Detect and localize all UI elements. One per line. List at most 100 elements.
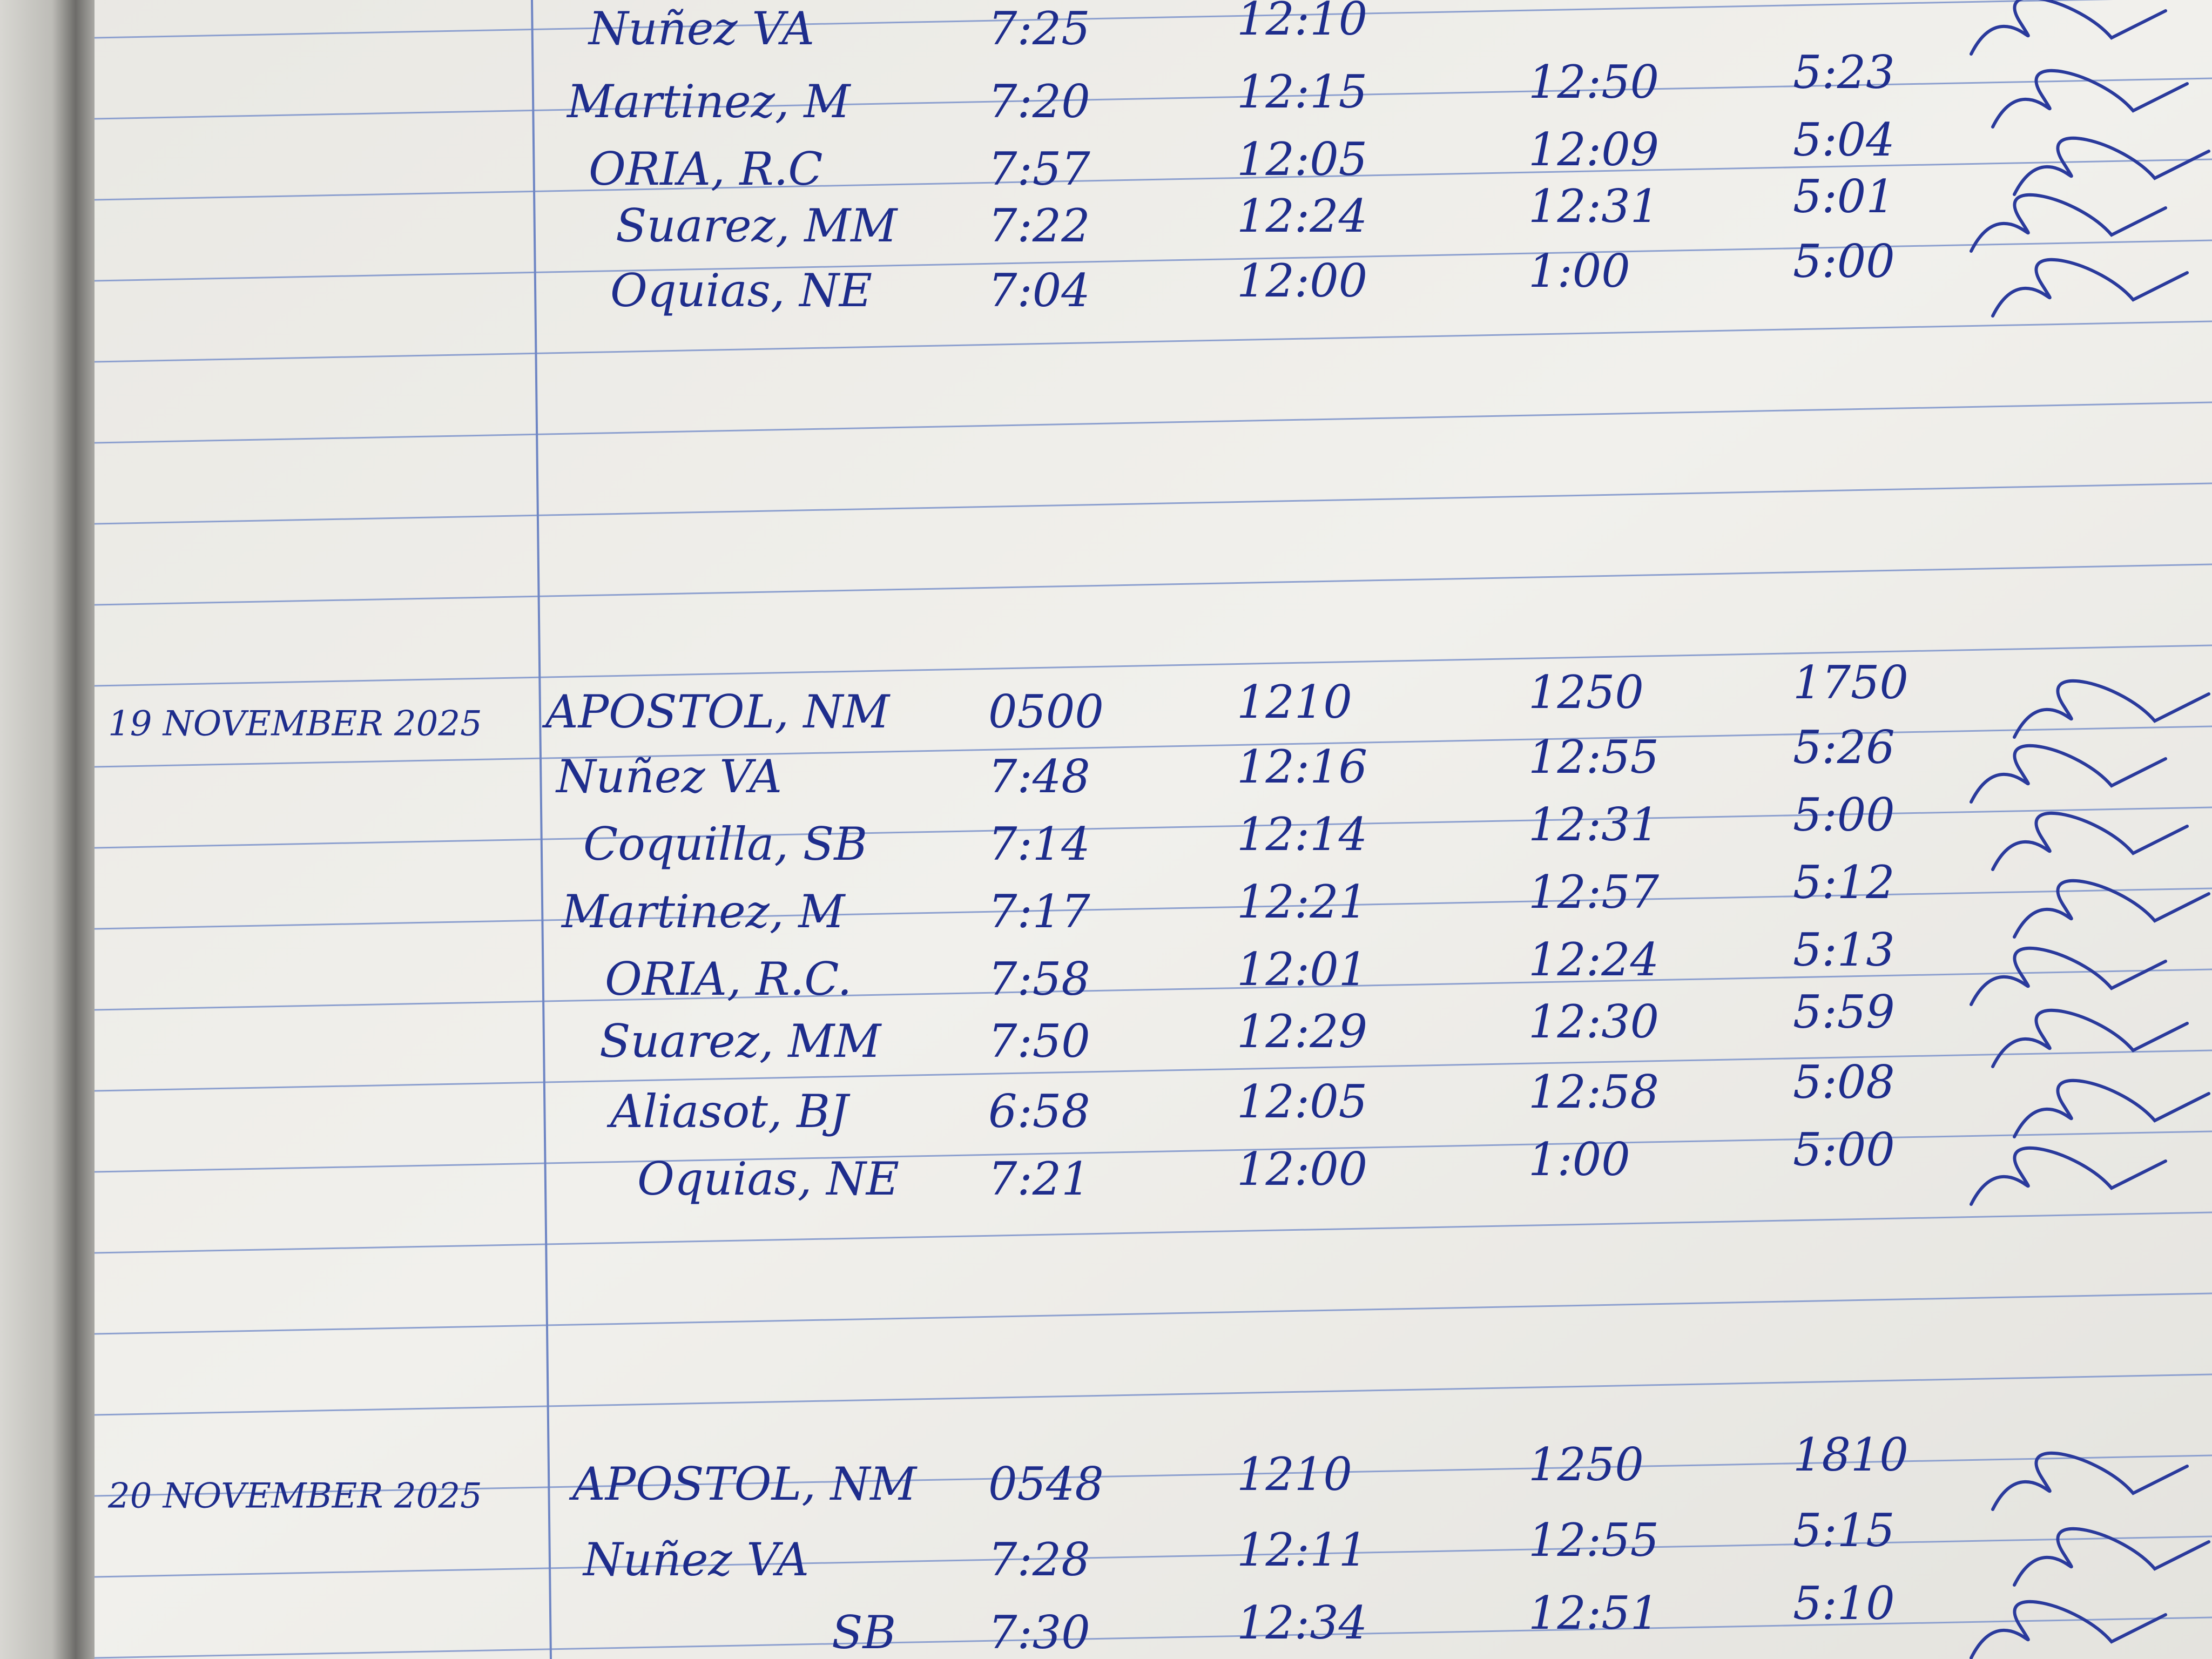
- employee-name: Oquias, NE: [610, 264, 872, 317]
- ruled-line: [94, 1373, 2212, 1416]
- ruled-line: [94, 482, 2212, 525]
- employee-name: Oquias, NE: [637, 1152, 899, 1205]
- time-entry: 5:12: [1793, 856, 1895, 909]
- signature: [1970, 946, 2167, 1006]
- time-entry: 12:57: [1528, 866, 1660, 919]
- time-entry: 7:50: [988, 1015, 1090, 1068]
- time-entry: 7:30: [988, 1606, 1090, 1659]
- time-entry: 5:15: [1793, 1504, 1895, 1557]
- entries: Nuñez VA 7:25 12:10 Martinez, M 7:20 12:15 12:…: [107, 0, 2210, 1659]
- signature: [1991, 69, 2189, 129]
- time-entry: 7:25: [988, 2, 1090, 55]
- time-entry: 7:58: [988, 953, 1090, 1006]
- time-entry: 12:09: [1528, 123, 1659, 176]
- ruled-line: [94, 0, 2114, 39]
- time-entry: 1210: [1237, 676, 1352, 729]
- employee-name: Nuñez VA: [588, 2, 814, 55]
- signature: [1970, 1600, 2167, 1659]
- ruled-line: [94, 968, 2212, 1011]
- time-entry: 12:34: [1237, 1596, 1367, 1649]
- time-entry: 12:00: [1237, 1143, 1367, 1196]
- time-entry: 5:23: [1793, 46, 1895, 99]
- time-entry: 7:20: [988, 75, 1090, 128]
- time-entry: 7:21: [988, 1152, 1090, 1205]
- ruled-line: [94, 1535, 2212, 1578]
- ruled-line: [94, 1292, 2212, 1335]
- time-entry: 7:17: [988, 885, 1090, 938]
- time-entry: 12:29: [1237, 1005, 1367, 1058]
- time-entry: 12:14: [1237, 808, 1367, 861]
- ruled-line: [94, 320, 2212, 363]
- time-entry: 7:28: [988, 1533, 1090, 1586]
- signature: [1991, 811, 2189, 871]
- ruled-lines: [94, 0, 2212, 1659]
- ruled-line: [94, 1454, 2212, 1497]
- time-entry: 12:00: [1237, 254, 1367, 307]
- time-entry: 12:58: [1528, 1065, 1659, 1118]
- margin-line: [531, 0, 552, 1659]
- time-entry: 12:21: [1237, 875, 1367, 928]
- time-entry: 12:15: [1237, 65, 1367, 118]
- time-entry: 5:00: [1793, 235, 1895, 288]
- ruled-line: [94, 1211, 2212, 1254]
- time-entry: 12:50: [1528, 56, 1659, 109]
- ruled-line: [94, 644, 2212, 687]
- time-entry: 1250: [1528, 666, 1644, 719]
- time-entry: 12:51: [1528, 1587, 1659, 1640]
- time-entry: 7:57: [988, 143, 1090, 195]
- time-entry: 5:59: [1793, 986, 1895, 1038]
- time-entry: 12:11: [1237, 1523, 1367, 1576]
- ruled-line: [94, 239, 2212, 282]
- ruled-line: [94, 1130, 2212, 1173]
- employee-name: ORIA, R.C.: [605, 953, 852, 1006]
- time-entry: 5:10: [1793, 1577, 1895, 1630]
- time-entry: 12:31: [1528, 798, 1659, 851]
- employee-name: Suarez, MM: [616, 199, 898, 252]
- ruled-line: [94, 77, 2212, 120]
- ruled-line: [94, 806, 2212, 849]
- time-entry: 1210: [1237, 1448, 1352, 1501]
- ruled-line: [94, 1049, 2212, 1092]
- time-entry: 6:58: [988, 1085, 1090, 1138]
- employee-name: Suarez, MM: [599, 1015, 882, 1068]
- time-entry: 12:24: [1237, 190, 1367, 242]
- time-entry: 5:00: [1793, 788, 1895, 841]
- ruled-line: [94, 1616, 2212, 1659]
- signature: [2013, 679, 2210, 739]
- signature: [1991, 1451, 2189, 1511]
- time-entry: 12:55: [1528, 731, 1659, 784]
- employee-name: Nuñez VA: [555, 750, 782, 803]
- time-entry: 5:13: [1793, 923, 1895, 976]
- time-entry: 12:24: [1528, 933, 1659, 986]
- binding: [0, 0, 95, 1659]
- employee-name: SB: [832, 1606, 896, 1659]
- employee-name: Martinez, M: [561, 885, 846, 938]
- employee-name: Coquilla, SB: [583, 818, 867, 871]
- ruled-line: [94, 725, 2212, 768]
- time-entry: 7:48: [988, 750, 1090, 803]
- time-entry: 7:04: [988, 264, 1090, 317]
- time-entry: 1:00: [1528, 1133, 1630, 1186]
- time-entry: 12:55: [1528, 1514, 1659, 1567]
- time-entry: 5:26: [1793, 721, 1895, 774]
- signature: [1970, 0, 2167, 56]
- time-entry: 0500: [988, 685, 1104, 738]
- employee-name: Nuñez VA: [582, 1533, 809, 1586]
- time-entry: 7:14: [988, 818, 1090, 871]
- signature: [2013, 136, 2210, 196]
- time-entry: 12:10: [1237, 0, 1367, 45]
- time-entry: 7:22: [988, 199, 1090, 252]
- employee-name: Martinez, M: [566, 75, 851, 128]
- time-entry: 0548: [988, 1458, 1104, 1510]
- date: 20 NOVEMBER 2025: [107, 1476, 482, 1516]
- ruled-line: [94, 158, 2212, 201]
- signature: [2013, 1078, 2210, 1138]
- time-entry: 1810: [1793, 1428, 1908, 1481]
- signature: [1970, 1146, 2167, 1206]
- signature: [2013, 1527, 2210, 1587]
- time-entry: 1:00: [1528, 245, 1630, 298]
- time-entry: 12:05: [1237, 133, 1367, 186]
- time-entry: 12:16: [1237, 740, 1367, 793]
- employee-name: ORIA, R.C: [589, 143, 823, 195]
